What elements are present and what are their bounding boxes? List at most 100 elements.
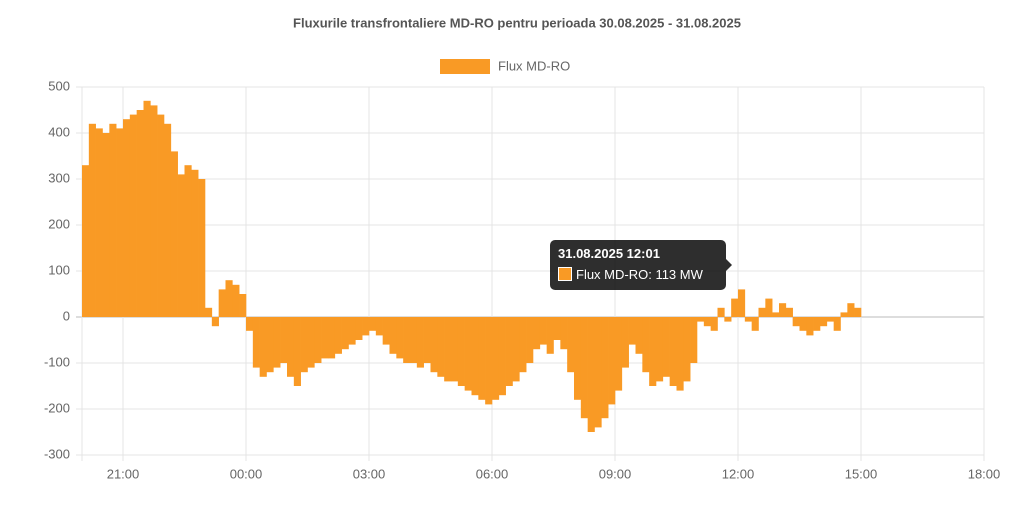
bar <box>615 317 623 391</box>
bar <box>177 174 185 317</box>
x-tick-label: 06:00 <box>476 466 509 481</box>
bar <box>170 151 178 317</box>
bar <box>369 317 377 331</box>
bar <box>82 165 90 317</box>
x-tick-label: 21:00 <box>107 466 140 481</box>
bar <box>164 123 172 317</box>
bar <box>88 123 96 317</box>
bar <box>232 284 240 317</box>
bar <box>191 169 199 317</box>
bar <box>211 317 219 327</box>
bar <box>526 317 534 363</box>
bar <box>765 298 773 317</box>
bar <box>95 128 103 317</box>
bar <box>198 179 206 317</box>
bar <box>717 307 725 317</box>
bar <box>587 317 595 432</box>
bar <box>758 307 766 317</box>
bar <box>478 317 486 400</box>
bar <box>375 317 383 336</box>
legend-label[interactable]: Flux MD-RO <box>498 58 570 73</box>
x-tick-label: 15:00 <box>845 466 878 481</box>
bar <box>642 317 650 373</box>
bar <box>799 317 807 331</box>
bar <box>628 317 636 345</box>
bar <box>328 317 336 359</box>
bar <box>150 105 158 318</box>
bar <box>553 317 561 340</box>
bar <box>143 100 151 317</box>
x-tick-label: 09:00 <box>599 466 632 481</box>
bar <box>492 317 500 400</box>
bar <box>772 312 780 317</box>
bar <box>840 312 848 317</box>
bar <box>239 294 247 317</box>
bar <box>410 317 418 363</box>
bar <box>184 165 192 317</box>
bar <box>608 317 616 405</box>
bar <box>580 317 588 419</box>
bar <box>512 317 520 382</box>
bar <box>252 317 260 368</box>
bar <box>444 317 452 382</box>
x-tick-label: 03:00 <box>353 466 386 481</box>
bar <box>314 317 322 363</box>
bar <box>847 303 855 317</box>
bar <box>403 317 411 363</box>
bar <box>355 317 363 340</box>
bar <box>293 317 301 386</box>
bar <box>300 317 308 373</box>
bar <box>533 317 541 350</box>
bar <box>826 317 834 322</box>
y-tick-label: -100 <box>44 354 70 369</box>
bar <box>751 317 759 331</box>
bar <box>785 307 793 317</box>
bar <box>123 119 131 317</box>
bar <box>287 317 295 377</box>
bar <box>779 303 787 317</box>
bar <box>601 317 609 419</box>
bar <box>498 317 506 396</box>
bar <box>649 317 657 386</box>
y-tick-label: 100 <box>48 262 70 277</box>
bar <box>485 317 493 405</box>
bar <box>546 317 554 354</box>
bar <box>102 133 110 317</box>
bar <box>341 317 349 350</box>
bar <box>635 317 643 354</box>
bar <box>109 123 117 317</box>
bar <box>321 317 329 359</box>
bar <box>259 317 267 377</box>
y-tick-label: 400 <box>48 124 70 139</box>
bar <box>423 317 431 363</box>
bar <box>362 317 370 336</box>
bar <box>505 317 513 386</box>
bar <box>669 317 677 386</box>
legend-swatch[interactable] <box>440 59 490 74</box>
bar <box>382 317 390 345</box>
bar <box>225 280 233 317</box>
x-tick-label: 12:00 <box>722 466 755 481</box>
x-tick-label: 00:00 <box>230 466 263 481</box>
bar <box>437 317 445 377</box>
bar <box>205 307 213 317</box>
bar <box>813 317 821 331</box>
bar <box>430 317 438 373</box>
bar <box>246 317 254 331</box>
bar <box>157 114 165 317</box>
bar <box>833 317 841 331</box>
bar <box>116 128 124 317</box>
bar <box>676 317 684 391</box>
tooltip-title: 31.08.2025 12:01 <box>558 246 660 261</box>
bar <box>621 317 629 368</box>
bar <box>348 317 356 345</box>
bar <box>738 289 746 317</box>
bar <box>464 317 472 391</box>
bar <box>690 317 698 363</box>
bar <box>334 317 342 354</box>
y-tick-label: 0 <box>63 308 70 323</box>
bar <box>266 317 274 373</box>
bar <box>307 317 315 368</box>
